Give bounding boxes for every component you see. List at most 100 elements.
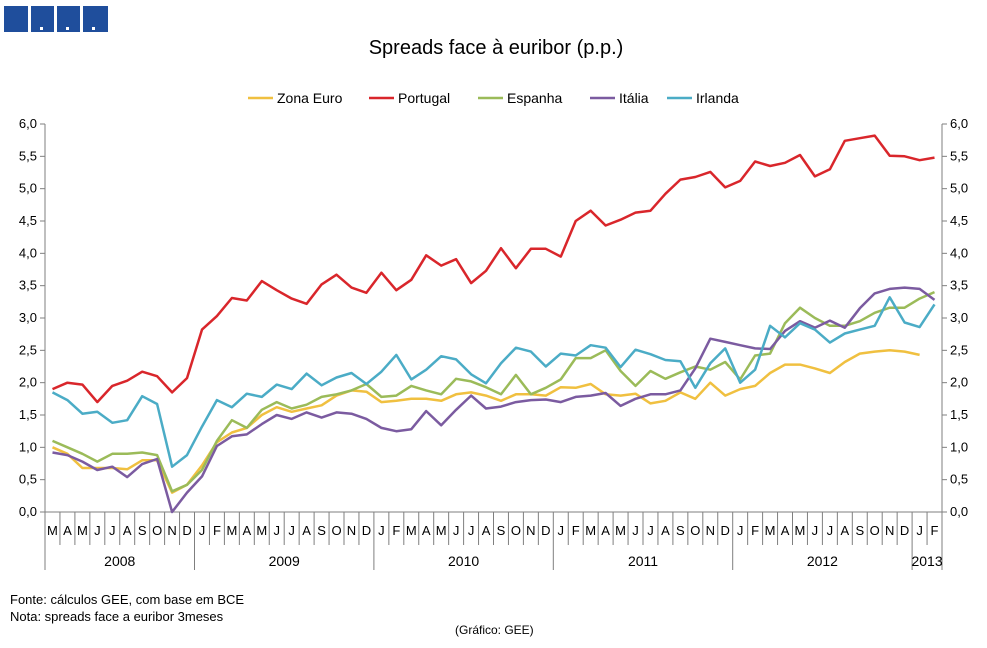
month-label: N xyxy=(706,523,715,538)
y-tick-label-right: 2,0 xyxy=(950,375,968,390)
legend-label: Itália xyxy=(619,90,649,106)
month-label: J xyxy=(558,523,565,538)
month-label: J xyxy=(288,523,295,538)
series-line-portugal xyxy=(52,134,935,404)
month-label: N xyxy=(347,523,356,538)
month-label: A xyxy=(781,523,790,538)
month-label: A xyxy=(123,523,132,538)
month-label: S xyxy=(138,523,147,538)
month-label: M xyxy=(615,523,626,538)
month-label: A xyxy=(242,523,251,538)
month-label: M xyxy=(765,523,776,538)
y-tick-label-right: 2,5 xyxy=(950,342,968,357)
y-tick-label-left: 0,0 xyxy=(19,504,37,519)
month-label: F xyxy=(213,523,221,538)
month-label: J xyxy=(812,523,819,538)
logo-dot xyxy=(66,27,69,30)
month-label: S xyxy=(497,523,506,538)
logo-dot xyxy=(92,27,95,30)
month-label: F xyxy=(931,523,939,538)
month-label: O xyxy=(690,523,700,538)
series-line-espanha xyxy=(52,290,935,493)
month-label: A xyxy=(482,523,491,538)
y-tick-label-right: 5,0 xyxy=(950,181,968,196)
month-label: J xyxy=(737,523,744,538)
y-tick-label-right: 0,0 xyxy=(950,504,968,519)
month-label: D xyxy=(721,523,730,538)
month-label: A xyxy=(601,523,610,538)
y-tick-label-left: 1,5 xyxy=(19,407,37,422)
year-label: 2009 xyxy=(269,553,300,569)
y-tick-label-left: 4,0 xyxy=(19,245,37,260)
month-label: F xyxy=(392,523,400,538)
month-label: M xyxy=(226,523,237,538)
logo-dot xyxy=(40,27,43,30)
logo-separator xyxy=(28,6,31,32)
month-label: N xyxy=(885,523,894,538)
month-label: M xyxy=(795,523,806,538)
chart-legend: Zona Euro Portugal Espanha Itália Irlanda xyxy=(248,90,739,106)
month-label: S xyxy=(855,523,864,538)
month-label: O xyxy=(331,523,341,538)
series-line-itlia xyxy=(52,286,936,514)
year-label: 2013 xyxy=(911,553,942,569)
month-label: J xyxy=(647,523,654,538)
logo-separator xyxy=(80,6,83,32)
y-tick-label-right: 0,5 xyxy=(950,472,968,487)
month-label: N xyxy=(167,523,176,538)
legend-label: Espanha xyxy=(507,90,562,106)
month-label: A xyxy=(63,523,72,538)
month-label: J xyxy=(273,523,280,538)
month-label: D xyxy=(362,523,371,538)
logo-separator xyxy=(54,6,57,32)
y-tick-label-right: 6,0 xyxy=(950,116,968,131)
y-tick-label-left: 6,0 xyxy=(19,116,37,131)
legend-label: Irlanda xyxy=(696,90,739,106)
month-label: D xyxy=(900,523,909,538)
month-label: M xyxy=(406,523,417,538)
legend-label: Portugal xyxy=(398,90,450,106)
y-tick-label-left: 3,0 xyxy=(19,310,37,325)
month-label: M xyxy=(256,523,267,538)
month-label: J xyxy=(632,523,639,538)
y-tick-label-right: 3,5 xyxy=(950,278,968,293)
legend-label: Zona Euro xyxy=(277,90,343,106)
month-label: D xyxy=(182,523,191,538)
y-axis-left: 0,0 0,5 1,0 1,5 2,0 2,5 3,0 3,5 4,0 4,5 5,0 5,5 6,0 xyxy=(19,116,45,519)
series-lines xyxy=(51,134,936,514)
month-label: M xyxy=(47,523,58,538)
y-tick-label-right: 1,0 xyxy=(950,439,968,454)
month-label: A xyxy=(661,523,670,538)
month-label: J xyxy=(378,523,385,538)
month-label: M xyxy=(77,523,88,538)
y-tick-label-left: 1,0 xyxy=(19,439,37,454)
y-tick-label-left: 5,0 xyxy=(19,181,37,196)
month-label: A xyxy=(422,523,431,538)
month-label: A xyxy=(840,523,849,538)
y-tick-label-left: 0,5 xyxy=(19,472,37,487)
chart-title: Spreads face à euribor (p.p.) xyxy=(369,37,624,59)
y-tick-label-right: 1,5 xyxy=(950,407,968,422)
y-axis-right: 0,0 0,5 1,0 1,5 2,0 2,5 3,0 3,5 4,0 4,5 5,0 5,5 6,0 xyxy=(942,116,968,519)
month-label: O xyxy=(870,523,880,538)
month-label: A xyxy=(302,523,311,538)
spread-note: Nota: spreads face a euribor 3meses xyxy=(10,609,224,624)
month-label: M xyxy=(436,523,447,538)
year-label: 2012 xyxy=(807,553,838,569)
y-tick-label-left: 3,5 xyxy=(19,278,37,293)
month-label: J xyxy=(453,523,460,538)
plot-frame xyxy=(44,124,943,513)
month-label: S xyxy=(317,523,326,538)
month-label: F xyxy=(751,523,759,538)
series-line-irlanda xyxy=(51,296,936,468)
month-label: F xyxy=(572,523,580,538)
y-tick-label-left: 4,5 xyxy=(19,213,37,228)
year-label: 2011 xyxy=(628,553,658,569)
series-line-zonaeuro xyxy=(52,349,920,494)
month-label: J xyxy=(94,523,101,538)
chart-credit: (Gráfico: GEE) xyxy=(455,623,534,637)
y-tick-label-left: 5,5 xyxy=(19,148,37,163)
gee-logo xyxy=(4,6,108,32)
